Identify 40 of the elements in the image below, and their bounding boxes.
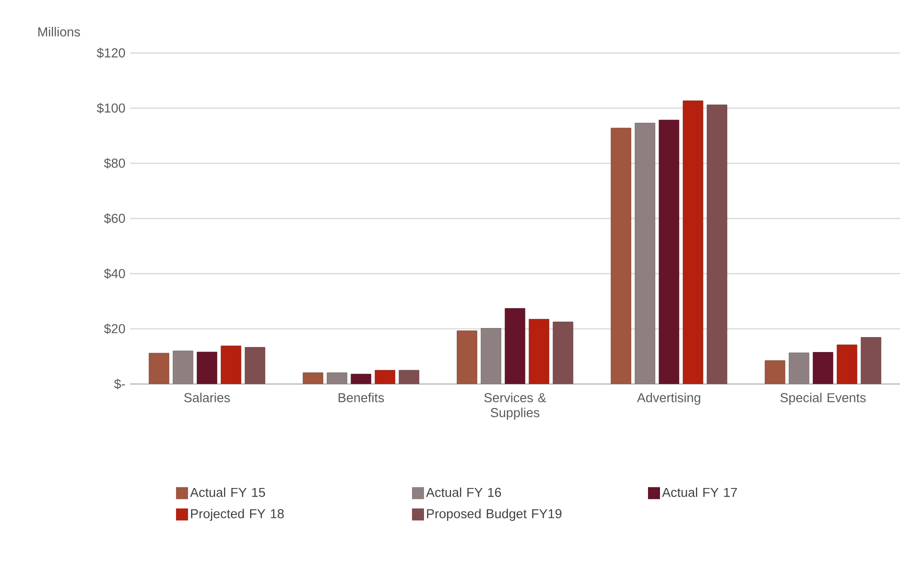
bar xyxy=(836,344,858,384)
bar xyxy=(399,370,420,384)
bar xyxy=(504,308,526,384)
bar xyxy=(456,330,478,384)
bar xyxy=(480,328,502,384)
bar xyxy=(172,350,194,384)
bar xyxy=(764,360,786,384)
y-axis-title: Millions xyxy=(38,26,80,36)
y-tick-label: $100 xyxy=(96,102,125,114)
legend-label: Actual FY 15 xyxy=(190,487,266,497)
y-tick-label: $- xyxy=(114,378,125,390)
bar xyxy=(148,352,170,384)
bar xyxy=(706,104,728,384)
y-tick-label: $40 xyxy=(104,268,125,279)
x-tick-label: Services & Supplies xyxy=(484,392,546,420)
legend-label: Proposed Budget FY19 xyxy=(427,508,562,521)
bar xyxy=(220,346,242,384)
bar xyxy=(610,128,632,384)
y-tick-label: $20 xyxy=(104,324,125,334)
bar xyxy=(658,120,680,384)
legend-label: Projected FY 18 xyxy=(191,508,284,521)
bar xyxy=(860,337,882,384)
bar xyxy=(528,318,550,384)
x-tick-label: Advertising xyxy=(637,392,700,405)
bar xyxy=(682,100,704,384)
bar xyxy=(244,347,266,384)
bar xyxy=(375,370,396,384)
x-tick-label: Special Events xyxy=(780,392,866,405)
bar xyxy=(788,352,810,384)
y-tick-label: $60 xyxy=(104,213,125,224)
y-tick-label: $120 xyxy=(96,48,125,58)
bar xyxy=(634,122,656,384)
x-tick-label: Benefits xyxy=(338,392,384,402)
bar xyxy=(812,352,834,384)
legend-label: Actual FY 17 xyxy=(662,487,737,497)
x-tick-label: Salaries xyxy=(184,392,230,402)
bar xyxy=(552,322,574,384)
y-tick-label: $80 xyxy=(104,158,125,169)
legend-label: Actual FY 16 xyxy=(426,487,502,497)
bar xyxy=(196,352,218,384)
